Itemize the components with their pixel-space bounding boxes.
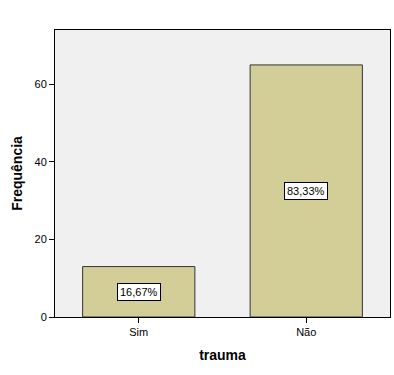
svg-text:40: 40 xyxy=(35,156,47,168)
svg-text:Não: Não xyxy=(296,326,316,338)
svg-text:0: 0 xyxy=(41,311,47,323)
svg-text:60: 60 xyxy=(35,78,47,90)
svg-text:83,33%: 83,33% xyxy=(287,185,325,197)
svg-text:20: 20 xyxy=(35,233,47,245)
svg-text:Frequência: Frequência xyxy=(9,136,25,211)
svg-text:16,67%: 16,67% xyxy=(120,286,158,298)
svg-text:Sim: Sim xyxy=(129,326,148,338)
svg-text:trauma: trauma xyxy=(199,347,246,363)
